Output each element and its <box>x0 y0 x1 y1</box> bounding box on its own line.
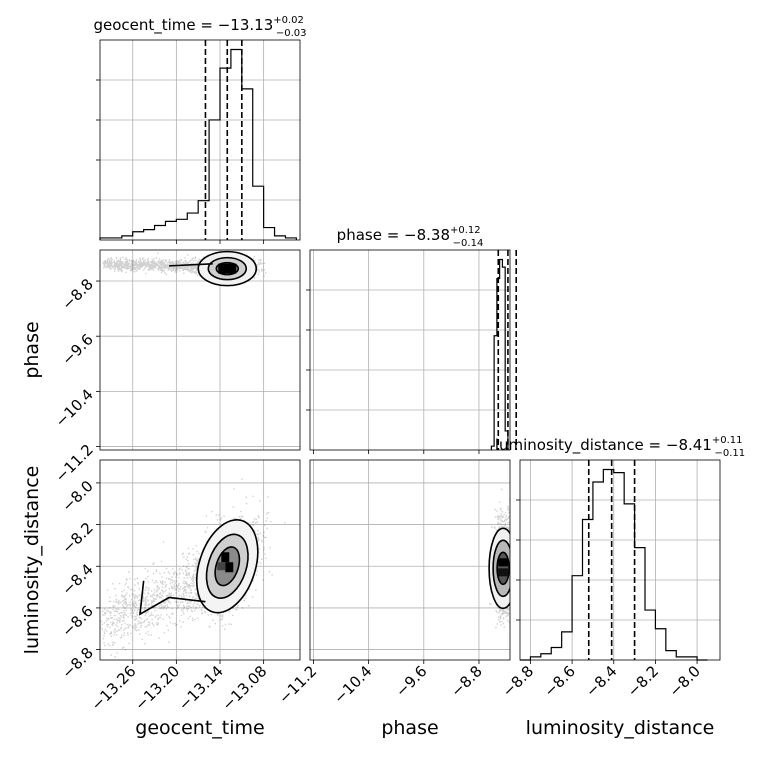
hist-frame-luminosity_distance <box>519 459 721 661</box>
ytick-label-luminosity_distance: −8.8 <box>58 644 96 682</box>
frame-geocent_time-phase <box>99 249 301 451</box>
xtick-label-luminosity_distance: −8.6 <box>540 662 578 700</box>
scatter-geocent_time-phase <box>100 250 267 287</box>
xtick-label-geocent_time: −13.08 <box>218 662 270 714</box>
density-cell <box>218 263 237 274</box>
contour-outer <box>169 262 213 267</box>
density-cell <box>217 562 226 571</box>
xtick-label-phase: −8.8 <box>447 662 485 700</box>
xtick-label-luminosity_distance: −8.2 <box>624 662 662 700</box>
xtick-label-luminosity_distance: −8.0 <box>665 662 703 700</box>
frame-geocent_time-luminosity_distance <box>99 459 301 661</box>
panels: −13.26−13.20−13.14−13.08 −11.2 −10.4 −9.6 −8… <box>52 39 721 714</box>
xtick-label-geocent_time: −13.20 <box>131 662 183 714</box>
scatter-geocent_time-luminosity_distance <box>100 478 286 658</box>
xtick-label-geocent_time: −13.26 <box>88 662 140 714</box>
density-cell <box>221 552 230 563</box>
ylabel-luminosity-distance: luminosity_distance <box>21 466 43 655</box>
density-cell <box>225 562 234 573</box>
hist-frame-geocent_time <box>99 39 301 241</box>
xtick-label-phase: −9.6 <box>392 662 430 700</box>
xlabel-luminosity-distance: luminosity_distance <box>526 717 715 739</box>
histogram-phase <box>490 258 509 450</box>
frame-phase-luminosity_distance <box>309 459 511 661</box>
ytick-label-phase: −9.6 <box>58 330 96 368</box>
title-luminosity-distance: luminosity_distance = −8.41+0.11 −0.11 <box>495 435 745 459</box>
scatter-phase-luminosity_distance <box>488 488 510 629</box>
title-phase: phase = −8.38+0.12 −0.14 <box>337 225 484 249</box>
ytick-label-phase: −10.4 <box>52 385 97 430</box>
contour-outer <box>139 580 206 616</box>
title-geocent-time: geocent_time = −13.13+0.02 −0.03 <box>93 15 306 39</box>
ytick-label-luminosity_distance: −8.6 <box>58 602 96 640</box>
hist-frame-phase <box>309 249 511 451</box>
xlabel-phase: phase <box>381 717 438 739</box>
ytick-label-phase: −8.8 <box>58 275 96 313</box>
xtick-label-luminosity_distance: −8.4 <box>582 662 620 700</box>
xtick-label-phase: −10.4 <box>330 662 375 707</box>
density-cell <box>498 558 509 567</box>
density-cell <box>498 568 509 577</box>
ytick-label-luminosity_distance: −8.4 <box>58 560 96 598</box>
histogram-geocent_time <box>99 48 297 240</box>
xlabel-geocent-time: geocent_time <box>135 717 264 739</box>
xtick-label-geocent_time: −13.14 <box>175 662 227 714</box>
xtick-label-luminosity_distance: −8.8 <box>499 662 537 700</box>
ytick-label-luminosity_distance: −8.2 <box>58 519 96 557</box>
ylabel-phase: phase <box>21 321 43 378</box>
ytick-label-phase: −11.2 <box>52 441 97 486</box>
xtick-label-phase: −11.2 <box>275 662 320 707</box>
histogram-luminosity_distance <box>520 468 708 661</box>
labels-layer: geocent_time = −13.13+0.02 −0.03 phase = … <box>21 15 745 739</box>
